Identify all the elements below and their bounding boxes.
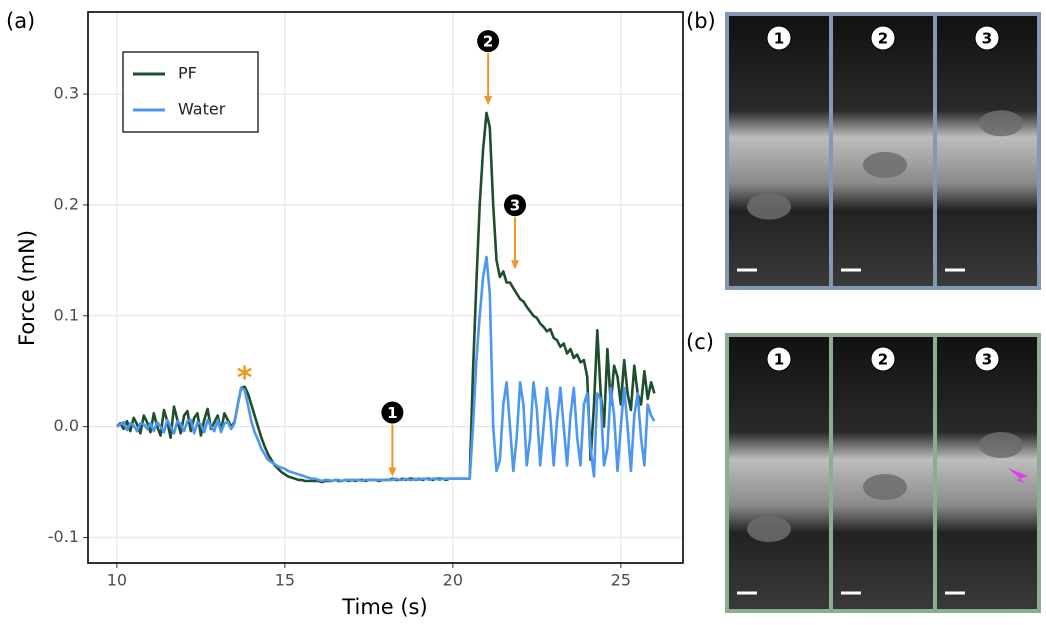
annotation-badge	[381, 401, 404, 424]
frame-badge	[870, 346, 896, 372]
arrow-head	[511, 260, 520, 270]
y-tick-label: 0.1	[54, 305, 79, 324]
y-tick-label: -0.1	[48, 527, 79, 546]
photo	[833, 16, 933, 286]
photo	[729, 16, 829, 286]
photo	[729, 337, 829, 609]
frame-number: 1	[774, 30, 784, 48]
frame-badge	[870, 25, 896, 51]
photo	[937, 337, 1037, 609]
frame-number: 3	[982, 30, 992, 48]
frame-badge	[766, 25, 792, 51]
arrow-head	[484, 96, 493, 106]
photo-droplet	[747, 193, 791, 220]
photo-droplet	[863, 474, 907, 500]
photo-droplet	[979, 110, 1023, 137]
x-tick-label: 15	[275, 571, 295, 590]
pointer	[1008, 468, 1028, 484]
x-tick-label: 25	[611, 571, 631, 590]
y-tick-label: 0.3	[54, 84, 79, 103]
frame-number: 2	[878, 351, 888, 369]
line-series	[116, 255, 656, 483]
frame-badge	[766, 346, 792, 372]
annotation-badge	[504, 194, 527, 217]
photo	[833, 337, 933, 609]
x-axis-title: Time (s)	[341, 595, 427, 619]
annotation-text: 2	[483, 33, 493, 51]
legend-box	[122, 51, 259, 133]
panel-label: (b)	[686, 9, 716, 33]
panel-label: (c)	[686, 330, 714, 354]
x-tick-label: 20	[443, 571, 463, 590]
frame-badge	[974, 346, 1000, 372]
y-axis-title: Force (mN)	[15, 230, 39, 346]
annotation-badge	[477, 30, 500, 53]
frame-number: 3	[982, 351, 992, 369]
annotation-text: 3	[510, 197, 520, 215]
annotation-text: *	[237, 361, 253, 396]
frame-number: 1	[774, 351, 784, 369]
plot-frame	[87, 11, 684, 564]
arrow-head	[388, 467, 397, 477]
photo-droplet	[747, 516, 791, 542]
frame-badge	[974, 25, 1000, 51]
panel-label: (a)	[6, 9, 35, 33]
photo-droplet	[979, 432, 1023, 458]
legend-label: PF	[178, 64, 197, 83]
y-tick-label: 0.2	[54, 194, 79, 213]
frame-number: 2	[878, 30, 888, 48]
photo	[937, 16, 1037, 286]
y-tick-label: 0.0	[54, 416, 79, 435]
legend-label: Water	[178, 100, 226, 119]
x-tick-label: 10	[107, 571, 127, 590]
photo-droplet	[863, 151, 907, 178]
annotation-text: 1	[387, 404, 397, 422]
